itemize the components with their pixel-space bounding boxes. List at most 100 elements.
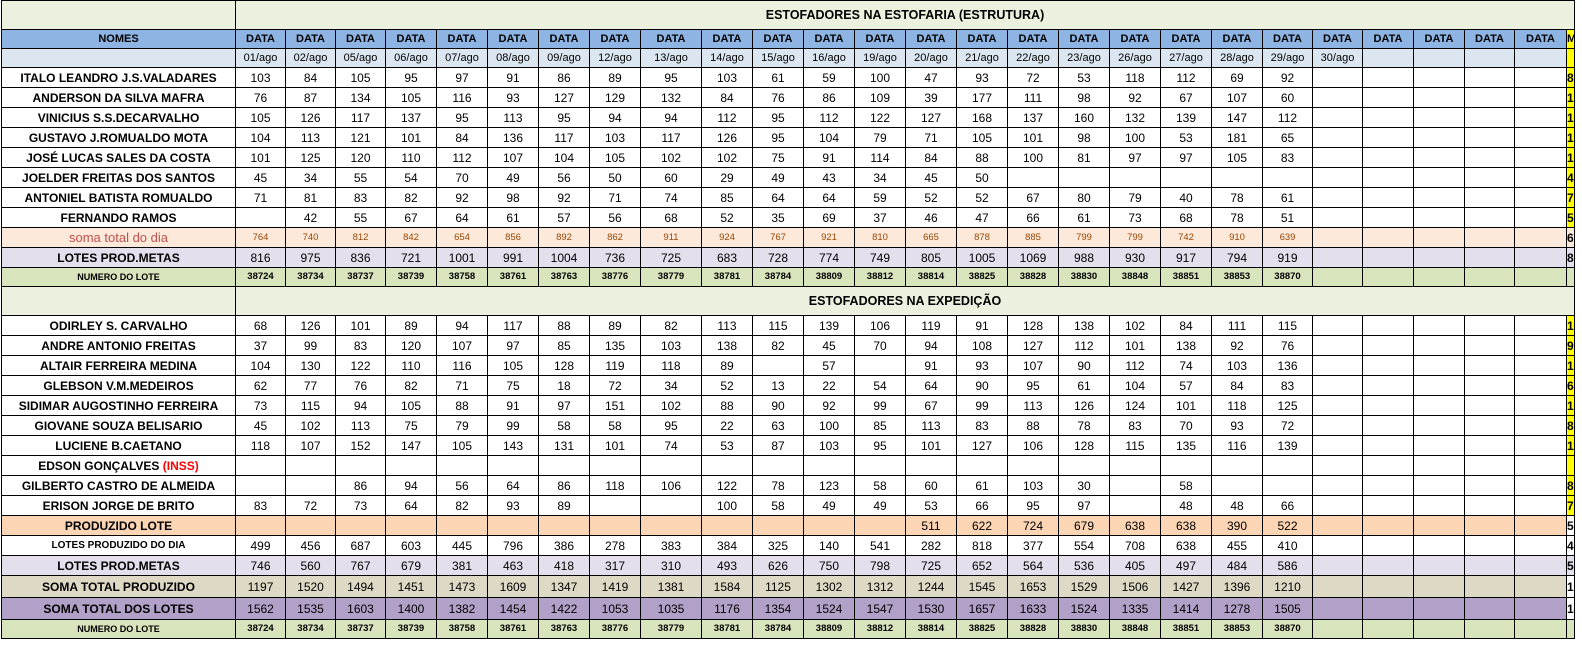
media-cell[interactable]: 103	[1566, 395, 1575, 416]
value-cell[interactable]: 67	[1007, 187, 1059, 208]
value-cell[interactable]: 1244	[905, 575, 957, 598]
value-cell[interactable]: 13	[752, 375, 804, 396]
value-cell[interactable]: 85	[538, 335, 590, 356]
value-cell[interactable]: 112	[436, 147, 488, 168]
value-cell[interactable]	[1362, 597, 1414, 620]
value-cell[interactable]: 38848	[1109, 619, 1161, 639]
value-cell[interactable]: 90	[1058, 355, 1110, 376]
value-cell[interactable]: 38763	[538, 267, 590, 287]
value-cell[interactable]: 52	[701, 207, 753, 228]
value-cell[interactable]: 95	[436, 107, 488, 128]
data-header[interactable]: DATA	[1211, 29, 1263, 49]
value-cell[interactable]: 1524	[803, 597, 855, 620]
value-cell[interactable]: 95	[1007, 495, 1059, 516]
value-cell[interactable]: 991	[487, 247, 539, 268]
value-cell[interactable]	[1362, 395, 1414, 416]
value-cell[interactable]: 463	[487, 555, 539, 576]
value-cell[interactable]	[1312, 555, 1363, 576]
value-cell[interactable]: 132	[1109, 107, 1161, 128]
value-cell[interactable]: 34	[854, 167, 906, 188]
value-cell[interactable]	[1312, 575, 1363, 598]
value-cell[interactable]	[1413, 597, 1465, 620]
value-cell[interactable]	[1160, 167, 1212, 188]
value-cell[interactable]: 92	[538, 187, 590, 208]
value-cell[interactable]	[1362, 619, 1414, 639]
value-cell[interactable]	[1514, 167, 1567, 188]
value-cell[interactable]: 728	[752, 247, 804, 268]
value-cell[interactable]	[1464, 87, 1515, 108]
row-name[interactable]: ANTONIEL BATISTA ROMUALDO	[1, 187, 236, 208]
value-cell[interactable]	[640, 495, 702, 516]
value-cell[interactable]	[436, 455, 488, 476]
value-cell[interactable]: 49	[752, 167, 804, 188]
value-cell[interactable]	[1262, 475, 1313, 496]
value-cell[interactable]: 52	[905, 187, 957, 208]
value-cell[interactable]	[1514, 315, 1567, 336]
value-cell[interactable]: 1381	[640, 575, 702, 598]
value-cell[interactable]: 102	[640, 147, 702, 168]
value-cell[interactable]: 38734	[285, 619, 336, 639]
value-cell[interactable]: 919	[1262, 247, 1313, 268]
value-cell[interactable]: 78	[752, 475, 804, 496]
value-cell[interactable]: 107	[487, 147, 539, 168]
value-cell[interactable]: 112	[1109, 355, 1161, 376]
value-cell[interactable]	[1464, 555, 1515, 576]
value-cell[interactable]: 390	[1211, 515, 1263, 536]
value-cell[interactable]: 47	[956, 207, 1008, 228]
date-cell[interactable]: 16/ago	[803, 48, 855, 68]
value-cell[interactable]	[1514, 67, 1567, 88]
value-cell[interactable]	[1312, 415, 1363, 436]
value-cell[interactable]: 88	[436, 395, 488, 416]
value-cell[interactable]: 638	[1109, 515, 1161, 536]
value-cell[interactable]	[1007, 455, 1059, 476]
value-cell[interactable]: 38825	[956, 619, 1008, 639]
value-cell[interactable]: 38825	[956, 267, 1008, 287]
value-cell[interactable]: 1505	[1262, 597, 1313, 620]
value-cell[interactable]	[1312, 107, 1363, 128]
value-cell[interactable]: 40	[1160, 187, 1212, 208]
value-cell[interactable]: 103	[803, 435, 855, 456]
value-cell[interactable]: 116	[436, 355, 488, 376]
value-cell[interactable]	[1514, 375, 1567, 396]
value-cell[interactable]: 1422	[538, 597, 590, 620]
value-cell[interactable]	[1312, 147, 1363, 168]
value-cell[interactable]: 94	[589, 107, 641, 128]
value-cell[interactable]	[1464, 455, 1515, 476]
value-cell[interactable]: 85	[854, 415, 906, 436]
value-cell[interactable]	[1413, 107, 1465, 128]
value-cell[interactable]: 652	[956, 555, 1008, 576]
value-cell[interactable]: 134	[335, 87, 386, 108]
value-cell[interactable]: 764	[235, 227, 286, 248]
value-cell[interactable]	[1362, 107, 1414, 128]
value-cell[interactable]: 100	[701, 495, 753, 516]
value-cell[interactable]: 98	[487, 187, 539, 208]
row-name[interactable]: PRODUZIDO LOTE	[1, 515, 236, 536]
value-cell[interactable]: 1004	[538, 247, 590, 268]
value-cell[interactable]: 101	[235, 147, 286, 168]
value-cell[interactable]: 45	[235, 167, 286, 188]
value-cell[interactable]: 74	[640, 435, 702, 456]
value-cell[interactable]	[1514, 87, 1567, 108]
value-cell[interactable]: 46	[905, 207, 957, 228]
value-cell[interactable]: 121	[335, 127, 386, 148]
value-cell[interactable]: 82	[752, 335, 804, 356]
value-cell[interactable]	[1262, 455, 1313, 476]
value-cell[interactable]	[1362, 555, 1414, 576]
value-cell[interactable]: 67	[905, 395, 957, 416]
value-cell[interactable]	[1312, 515, 1363, 536]
value-cell[interactable]: 37	[235, 335, 286, 356]
value-cell[interactable]: 108	[956, 335, 1008, 356]
value-cell[interactable]	[335, 455, 386, 476]
value-cell[interactable]: 116	[1211, 435, 1263, 456]
value-cell[interactable]	[1413, 335, 1465, 356]
value-cell[interactable]	[1362, 355, 1414, 376]
value-cell[interactable]: 1473	[436, 575, 488, 598]
value-cell[interactable]	[1109, 495, 1161, 516]
row-name[interactable]: ODIRLEY S. CARVALHO	[1, 315, 236, 336]
value-cell[interactable]: 810	[854, 227, 906, 248]
value-cell[interactable]: 626	[752, 555, 804, 576]
data-header[interactable]: DATA	[1007, 29, 1059, 49]
value-cell[interactable]: 1354	[752, 597, 804, 620]
value-cell[interactable]: 73	[1109, 207, 1161, 228]
value-cell[interactable]: 84	[285, 67, 336, 88]
